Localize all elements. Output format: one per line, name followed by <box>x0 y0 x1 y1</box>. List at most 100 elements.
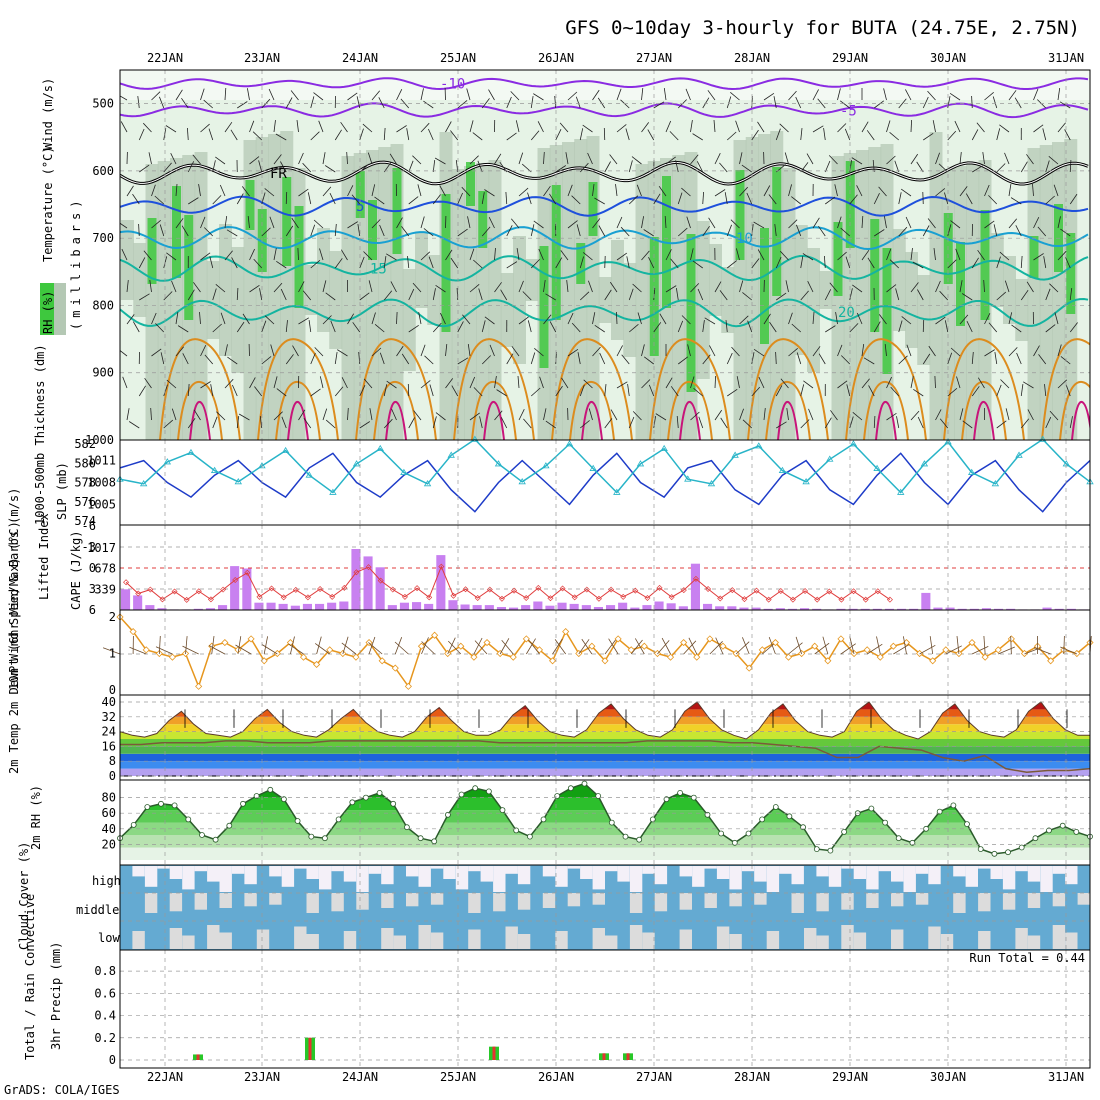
wind-barb <box>423 100 434 109</box>
lifted-index-point <box>498 595 505 602</box>
cloud-high-clear <box>866 866 879 890</box>
wind-barb <box>198 184 201 197</box>
wind-barb <box>401 353 410 365</box>
wind-barb-10m <box>211 636 215 655</box>
rh-column <box>672 155 686 440</box>
cape-bar <box>1042 607 1052 610</box>
wind-barb <box>720 417 728 429</box>
wind-barb <box>763 313 771 325</box>
wind-barb <box>359 385 366 397</box>
wind-barb <box>996 291 1007 301</box>
wind-barb <box>971 386 980 397</box>
rh-tick: 80 <box>102 791 116 805</box>
rh-line-point <box>294 818 301 824</box>
wind-barb <box>620 226 630 237</box>
warm-contour-inner <box>961 381 1007 440</box>
cloud-middle-clear <box>219 893 232 908</box>
wind-barb <box>800 128 803 141</box>
cloud-high-clear <box>430 866 444 869</box>
cloud-high-clear <box>468 866 481 872</box>
cloud-middle-clear <box>953 893 966 913</box>
pressure-tick: 900 <box>92 366 114 380</box>
rh-line-point <box>335 816 342 823</box>
rh-line-point <box>485 788 492 795</box>
cape-bar <box>496 607 506 610</box>
wind-barb <box>200 345 207 357</box>
wind-barb-10m <box>945 645 962 655</box>
cape-bar <box>945 607 955 610</box>
cloud-middle-clear <box>381 893 394 908</box>
wind-barb <box>763 408 766 421</box>
wind-barb <box>594 324 605 333</box>
hot-contour <box>973 401 995 440</box>
wind-barb <box>955 248 961 261</box>
wind-barb <box>347 407 349 421</box>
wind-barb <box>719 290 728 301</box>
wind-barb <box>539 376 544 389</box>
thickness-point <box>471 435 479 442</box>
wind-barb <box>488 217 495 229</box>
wind-barb <box>396 345 404 357</box>
wind-barb <box>912 261 924 269</box>
cloud-low-clear <box>841 925 854 949</box>
wind-barb <box>363 378 373 389</box>
wind-barb <box>616 345 623 357</box>
cape-bar <box>933 607 943 610</box>
wind-barb <box>849 416 854 429</box>
wind-barb <box>1011 324 1022 333</box>
temp-tick: 16 <box>102 739 116 753</box>
wind-barb <box>996 384 1002 397</box>
rh-line-point <box>308 833 315 840</box>
wind-barb <box>1069 159 1072 173</box>
wind-barb <box>340 249 348 261</box>
wind-barb <box>817 98 826 109</box>
wind-barb <box>396 125 407 133</box>
wind-barb <box>285 225 294 237</box>
lifted-index-point <box>220 586 227 593</box>
wind-barb <box>313 92 324 101</box>
wind-speed-point <box>719 642 727 650</box>
hot-contour <box>777 401 799 440</box>
wind-barb <box>708 217 716 229</box>
cloud-high-clear <box>853 866 867 879</box>
wind-barb <box>788 184 792 197</box>
wind-barb <box>725 320 728 333</box>
wind-barb <box>236 321 245 333</box>
rh-column <box>562 142 575 440</box>
wind-barb <box>784 152 789 165</box>
wind-barb <box>824 160 831 173</box>
wind-barb-10m <box>208 645 226 655</box>
wind-barb <box>530 352 536 365</box>
wind-barb <box>670 386 679 397</box>
lifted-index-point <box>838 596 845 603</box>
cloud-middle-clear <box>816 893 829 912</box>
slp-panel-bg <box>120 440 1090 525</box>
wind-barb <box>690 411 700 421</box>
wind-barb <box>653 322 662 333</box>
wind-barb <box>469 155 479 165</box>
lifted-index-point <box>135 590 142 597</box>
wind-barb <box>592 346 601 357</box>
rh-humid-cell <box>355 171 365 218</box>
wind-barb <box>971 257 979 269</box>
wind-barb <box>334 223 337 237</box>
wind-speed-point <box>535 646 544 654</box>
rh-column <box>794 225 808 355</box>
wind-barb <box>677 320 684 333</box>
wind-barb <box>923 132 934 141</box>
wind-barb <box>318 120 324 133</box>
cloud-high-clear <box>455 866 469 890</box>
wind-barb <box>516 248 520 261</box>
cloud-high-clear <box>244 866 257 885</box>
cloud-high-clear <box>716 866 730 879</box>
wind-speed-point <box>208 642 216 650</box>
rh-column <box>464 166 477 440</box>
cloud-low-clear <box>207 925 220 949</box>
cloud-middle-clear <box>592 893 605 905</box>
wind-barb <box>905 89 912 101</box>
wind-barb <box>249 120 255 133</box>
rh2m-labels: 2m RH (%) <box>29 785 43 850</box>
wind-barb <box>396 89 403 101</box>
rh-line-point <box>895 835 902 842</box>
temp-band <box>120 761 1090 769</box>
